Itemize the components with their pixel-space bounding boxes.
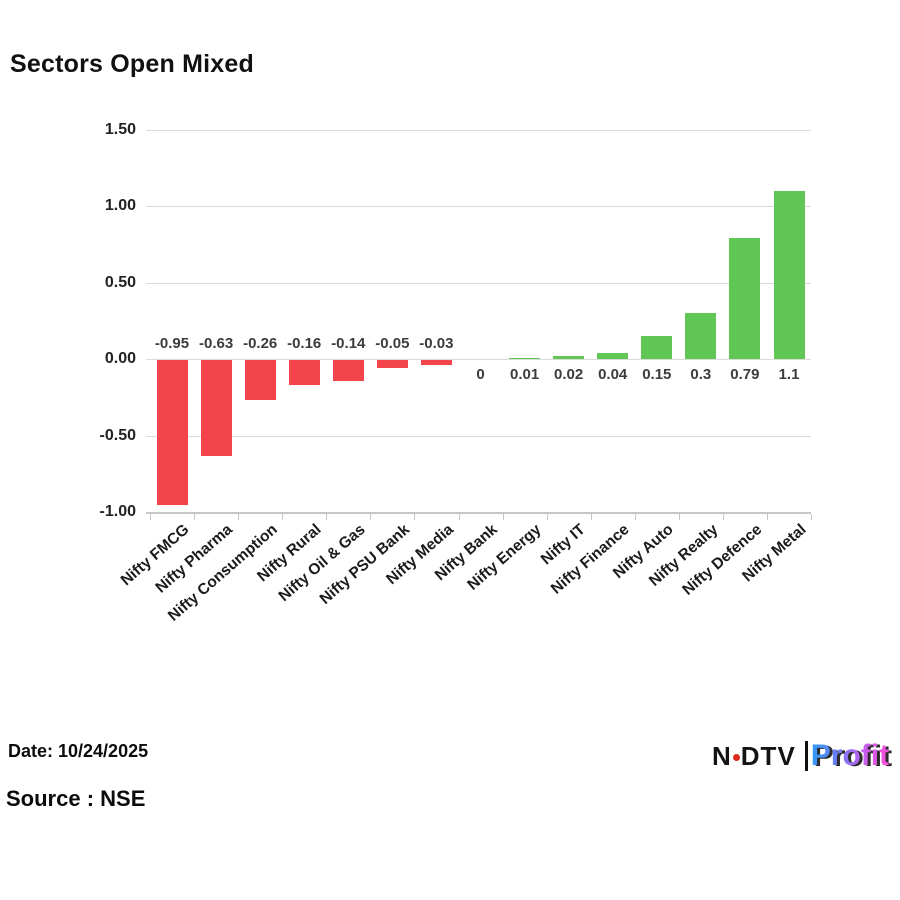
profit-logo-text: Profit bbox=[810, 739, 890, 772]
bar-value-label: -0.03 bbox=[419, 335, 454, 352]
bar bbox=[332, 360, 364, 382]
bar-value-label: -0.95 bbox=[154, 335, 190, 352]
bar-value-label: 0.01 bbox=[509, 366, 540, 383]
gridline bbox=[146, 206, 811, 207]
bar bbox=[288, 360, 320, 385]
axis-tick bbox=[370, 514, 372, 520]
bar bbox=[597, 352, 629, 359]
axis-tick bbox=[678, 514, 680, 520]
bar bbox=[156, 360, 188, 506]
bar bbox=[200, 360, 232, 457]
bar-value-label: 0.04 bbox=[598, 366, 628, 383]
bar bbox=[729, 238, 761, 359]
page-title: Sectors Open Mixed bbox=[10, 50, 254, 78]
bar-value-label: -0.63 bbox=[198, 335, 234, 352]
bar bbox=[420, 360, 452, 365]
y-axis-label: 0.00 bbox=[104, 350, 136, 367]
bar-value-label: 0 bbox=[476, 366, 485, 383]
gridline bbox=[146, 435, 811, 437]
profit-logo: Profit Profit bbox=[810, 739, 892, 774]
ndtv-logo-text: N DTV bbox=[712, 741, 796, 772]
x-axis-line bbox=[146, 512, 811, 514]
date-label: Date: 10/24/2025 bbox=[8, 741, 149, 761]
bar bbox=[244, 360, 276, 400]
bar bbox=[553, 355, 585, 359]
gridline bbox=[146, 359, 811, 360]
bar-value-label: 0.79 bbox=[730, 366, 760, 383]
axis-tick bbox=[634, 514, 636, 520]
bar-value-label: 1.1 bbox=[778, 366, 800, 383]
axis-tick bbox=[414, 514, 416, 520]
gridline bbox=[146, 282, 811, 284]
bar bbox=[376, 360, 408, 368]
axis-tick bbox=[150, 514, 151, 520]
axis-tick bbox=[766, 514, 768, 520]
gridline bbox=[146, 129, 811, 131]
bar-value-label: 0.3 bbox=[690, 366, 712, 383]
y-axis-label: -1.00 bbox=[99, 503, 136, 520]
axis-tick bbox=[282, 514, 284, 520]
axis-tick bbox=[546, 514, 548, 520]
y-axis-label: 0.50 bbox=[104, 273, 136, 291]
axis-tick bbox=[722, 514, 724, 520]
axis-tick bbox=[811, 514, 812, 520]
ndtv-logo-n: N bbox=[712, 740, 732, 771]
bar-value-label: 0.02 bbox=[553, 366, 584, 383]
bar-value-label: 0.15 bbox=[642, 366, 672, 383]
bar bbox=[685, 313, 717, 359]
source-label: Source : NSE bbox=[6, 786, 146, 811]
axis-tick bbox=[326, 514, 328, 520]
axis-tick bbox=[502, 514, 504, 520]
bar bbox=[509, 357, 541, 359]
axis-tick bbox=[238, 514, 240, 520]
bar bbox=[641, 336, 673, 359]
bar-value-label: -0.14 bbox=[331, 335, 366, 352]
ndtv-profit-logo: N DTV Profit Profit bbox=[712, 737, 892, 775]
bar-value-label: -0.16 bbox=[287, 335, 322, 352]
axis-tick bbox=[590, 514, 592, 520]
logo-separator bbox=[804, 741, 808, 771]
ndtv-logo-dtv: DTV bbox=[740, 740, 796, 771]
y-axis-label: -0.50 bbox=[99, 426, 136, 444]
bar bbox=[773, 190, 805, 359]
axis-tick bbox=[194, 514, 196, 520]
y-axis-label: 1.50 bbox=[104, 120, 136, 138]
y-axis-label: 1.00 bbox=[104, 197, 136, 214]
axis-tick bbox=[458, 514, 460, 520]
bar-value-label: -0.05 bbox=[375, 335, 410, 352]
bar-value-label: -0.26 bbox=[243, 335, 278, 352]
ndtv-logo-dot-icon bbox=[732, 753, 740, 761]
profit-logo-shadow: Profit bbox=[814, 740, 892, 774]
